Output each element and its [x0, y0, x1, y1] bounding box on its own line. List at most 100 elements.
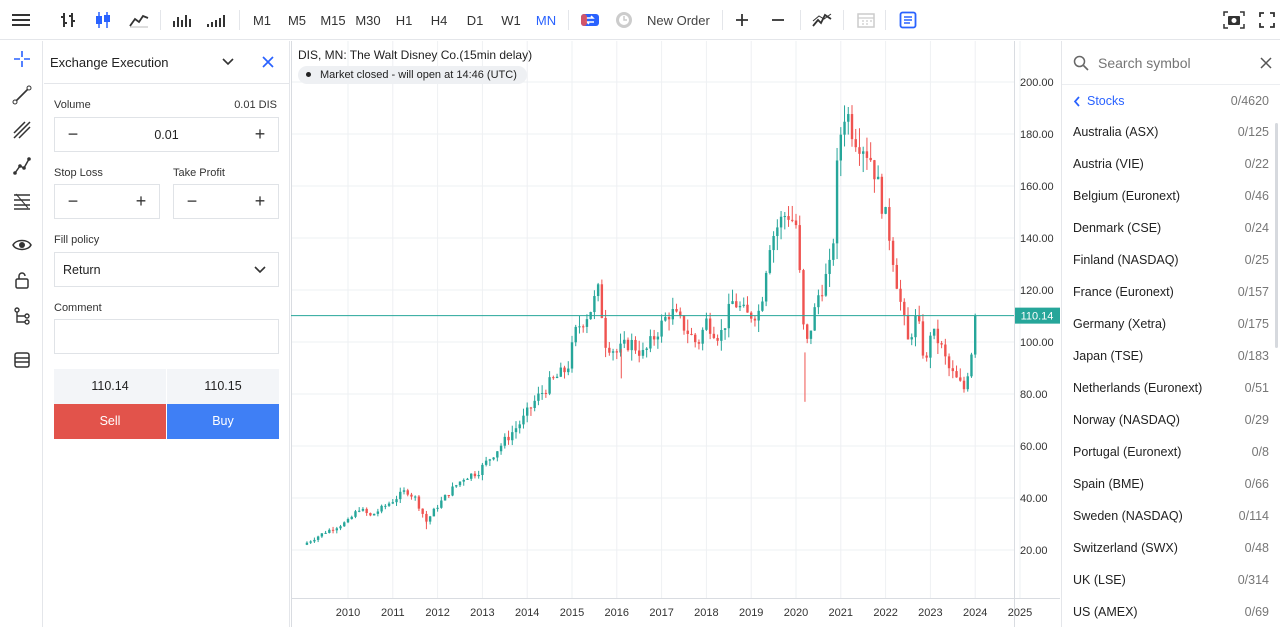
crosshair-icon[interactable] — [0, 44, 43, 74]
fill-policy-label: Fill policy — [54, 234, 100, 246]
symbol-group-item[interactable]: Australia (ASX) 0/125 — [1062, 117, 1280, 149]
chevron-left-icon — [1073, 96, 1080, 107]
symbol-group-item[interactable]: US (AMEX) 0/69 — [1062, 597, 1280, 627]
take-profit-decrease-button[interactable]: − — [186, 191, 198, 211]
scrollbar[interactable] — [1275, 123, 1278, 348]
zoom-in-icon[interactable] — [730, 0, 754, 40]
candle-body — [712, 333, 716, 338]
symbol-group-item[interactable]: Germany (Xetra) 0/175 — [1062, 309, 1280, 341]
layers-icon[interactable] — [0, 345, 43, 375]
menu-icon[interactable] — [6, 0, 36, 40]
symbol-group-item[interactable]: UK (LSE) 0/314 — [1062, 565, 1280, 597]
fullscreen-icon[interactable] — [1255, 0, 1279, 40]
timeframe-m30[interactable]: M30 — [355, 12, 381, 28]
timeframe-d1[interactable]: D1 — [466, 12, 484, 28]
symbol-group-item[interactable]: Netherlands (Euronext) 0/51 — [1062, 373, 1280, 405]
zoom-out-icon[interactable] — [766, 0, 790, 40]
symbol-group-item[interactable]: Sweden (NASDAQ) 0/114 — [1062, 501, 1280, 533]
screenshot-icon[interactable] — [1220, 0, 1248, 40]
lock-icon[interactable] — [0, 265, 43, 295]
object-tree-icon[interactable] — [0, 301, 43, 331]
chart-title: DIS, MN: The Walt Disney Co.(15min delay… — [298, 48, 533, 62]
symbol-group-item[interactable]: Austria (VIE) 0/22 — [1062, 149, 1280, 181]
candle-body — [932, 328, 936, 336]
symbol-group-item[interactable]: France (Euronext) 0/157 — [1062, 277, 1280, 309]
timeframe-mn[interactable]: MN — [535, 12, 557, 28]
symbol-browser: Stocks 0/4620 Australia (ASX) 0/125 Austri… — [1061, 41, 1280, 627]
candle-body — [735, 301, 738, 308]
symbol-group-item[interactable]: Finland (NASDAQ) 0/25 — [1062, 245, 1280, 277]
candle-body — [540, 392, 544, 394]
sell-button[interactable]: Sell — [54, 404, 166, 439]
indicator-line-icon[interactable] — [808, 0, 836, 40]
candle-body — [686, 330, 689, 334]
candle-body — [596, 284, 600, 297]
year-tick-label: 2017 — [649, 607, 673, 619]
timeframe-w1[interactable]: W1 — [501, 12, 521, 28]
polyline-tool-icon[interactable] — [0, 151, 43, 181]
symbol-group-count: 0/46 — [1244, 189, 1269, 203]
line-chart-type-icon[interactable] — [125, 0, 153, 40]
stop-loss-increase-button[interactable]: + — [135, 191, 147, 211]
indicators-icon[interactable] — [168, 0, 196, 40]
close-icon[interactable] — [262, 56, 274, 68]
symbol-group-name: Norway (NASDAQ) — [1073, 413, 1180, 427]
candle-body — [384, 505, 387, 507]
volume-indicator-icon[interactable] — [203, 0, 231, 40]
chevron-down-icon[interactable] — [222, 58, 234, 66]
symbol-group-item[interactable]: Japan (TSE) 0/183 — [1062, 341, 1280, 373]
notes-icon[interactable] — [895, 0, 921, 40]
new-order-button[interactable]: New Order — [615, 0, 715, 40]
eye-icon[interactable] — [0, 230, 43, 260]
fibonacci-tool-icon[interactable] — [0, 186, 43, 216]
bar-chart-type-icon[interactable] — [54, 0, 82, 40]
take-profit-stepper: − + — [173, 184, 279, 219]
timeframe-m1[interactable]: M1 — [252, 12, 272, 28]
volume-decrease-button[interactable]: − — [67, 124, 79, 144]
one-click-trading-icon[interactable] — [577, 0, 603, 40]
buy-button[interactable]: Buy — [167, 404, 279, 439]
timeframe-h4[interactable]: H4 — [430, 12, 448, 28]
fill-policy-select[interactable]: Return — [54, 252, 279, 287]
symbol-group-name: Switzerland (SWX) — [1073, 541, 1178, 555]
timeframe-m15[interactable]: M15 — [320, 12, 346, 28]
trend-line-icon[interactable] — [0, 80, 43, 110]
price-chart[interactable]: 20.00 40.00 60.00 80.00 100.00 120.00 140.00 16… — [291, 41, 1060, 627]
price-tick-label: 60.00 — [1020, 441, 1048, 453]
stop-loss-decrease-button[interactable]: − — [67, 191, 79, 211]
timeframe-h1[interactable]: H1 — [395, 12, 413, 28]
candle-body — [514, 428, 518, 433]
candlestick-chart-type-icon[interactable] — [89, 0, 117, 40]
volume-increase-button[interactable]: + — [254, 124, 266, 144]
symbol-group-item[interactable]: Switzerland (SWX) 0/48 — [1062, 533, 1280, 565]
candle-body — [865, 151, 869, 158]
symbol-group-item[interactable]: Denmark (CSE) 0/24 — [1062, 213, 1280, 245]
symbol-group-item[interactable]: Norway (NASDAQ) 0/29 — [1062, 405, 1280, 437]
candle-body — [421, 508, 424, 514]
stop-loss-label: Stop Loss — [54, 167, 103, 179]
candle-body — [955, 371, 958, 378]
channel-tool-icon[interactable] — [0, 115, 43, 145]
clock-icon — [616, 12, 632, 28]
candle-body — [738, 305, 742, 308]
take-profit-increase-button[interactable]: + — [254, 191, 266, 211]
candle-body — [966, 376, 969, 390]
candle-body — [402, 490, 406, 492]
candle-body — [641, 349, 645, 356]
timeframe-m5[interactable]: M5 — [287, 12, 307, 28]
candle-body — [880, 176, 884, 214]
comment-input[interactable] — [54, 319, 279, 354]
calendar-icon[interactable] — [853, 0, 879, 40]
candle-body — [458, 481, 462, 486]
symbol-group-count: 0/157 — [1237, 285, 1269, 299]
search-symbol-input[interactable] — [1098, 51, 1248, 75]
candle-body — [578, 326, 581, 328]
symbol-group-item[interactable]: Spain (BME) 0/66 — [1062, 469, 1280, 501]
back-to-stocks[interactable]: Stocks 0/4620 — [1062, 85, 1280, 117]
symbol-group-item[interactable]: Portugal (Euronext) 0/8 — [1062, 437, 1280, 469]
clear-search-icon[interactable] — [1260, 57, 1272, 69]
symbol-group-count: 0/48 — [1244, 541, 1269, 555]
volume-input[interactable]: 0.01 — [154, 128, 179, 142]
chart-canvas[interactable]: 20.00 40.00 60.00 80.00 100.00 120.00 140.00 16… — [291, 41, 1060, 627]
symbol-group-item[interactable]: Belgium (Euronext) 0/46 — [1062, 181, 1280, 213]
